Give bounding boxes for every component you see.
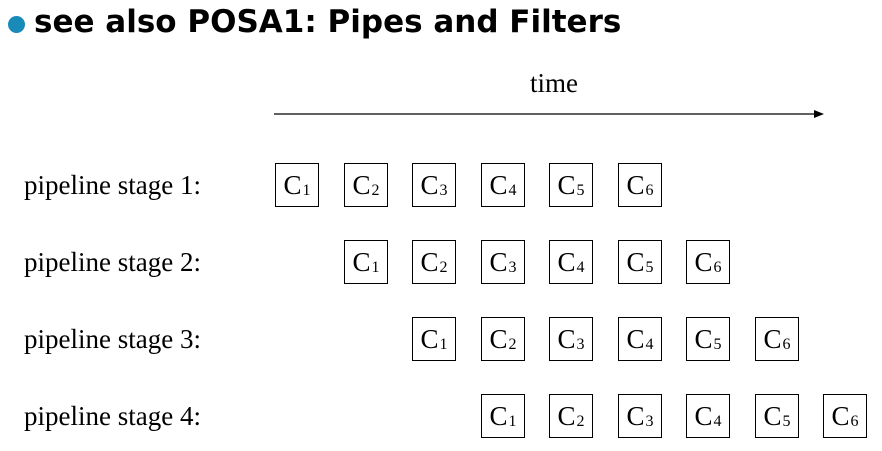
cell-letter: C bbox=[352, 169, 371, 200]
cell-subscript: 1 bbox=[439, 336, 448, 353]
stage-label-2: pipeline stage 2: bbox=[24, 247, 201, 277]
cell-letter: C bbox=[626, 323, 645, 354]
cell-letter: C bbox=[763, 400, 782, 431]
cell-subscript: 5 bbox=[645, 259, 654, 276]
stage-label-4: pipeline stage 4: bbox=[24, 401, 201, 431]
cell-subscript: 5 bbox=[782, 413, 791, 430]
cell-letter: C bbox=[557, 246, 576, 277]
cell-letter: C bbox=[420, 246, 439, 277]
slide-heading: see also POSA1: Pipes and Filters bbox=[8, 2, 621, 42]
cell-subscript: 2 bbox=[371, 182, 380, 199]
cell-letter: C bbox=[489, 323, 508, 354]
cell-subscript: 6 bbox=[782, 336, 791, 353]
cell-subscript: 1 bbox=[302, 182, 311, 199]
cell-letter: C bbox=[763, 323, 782, 354]
cell-subscript: 6 bbox=[713, 259, 722, 276]
cell-letter: C bbox=[694, 246, 713, 277]
cell-letter: C bbox=[694, 323, 713, 354]
cell-subscript: 2 bbox=[576, 413, 585, 430]
cell-letter: C bbox=[557, 169, 576, 200]
bullet-dot-icon bbox=[8, 15, 25, 33]
slide-heading-text: see also POSA1: Pipes and Filters bbox=[34, 4, 622, 40]
cell-subscript: 2 bbox=[439, 259, 448, 276]
time-axis-label: time bbox=[530, 68, 578, 98]
cell-letter: C bbox=[557, 323, 576, 354]
cell-letter: C bbox=[489, 246, 508, 277]
cell-subscript: 1 bbox=[508, 413, 517, 430]
cell-letter: C bbox=[489, 169, 508, 200]
cell-subscript: 3 bbox=[645, 413, 654, 430]
cell-subscript: 4 bbox=[713, 413, 722, 430]
cell-letter: C bbox=[626, 400, 645, 431]
cell-letter: C bbox=[489, 400, 508, 431]
time-arrow-icon bbox=[274, 110, 824, 118]
cell-subscript: 6 bbox=[850, 413, 859, 430]
cell-subscript: 4 bbox=[508, 182, 517, 199]
cell-subscript: 5 bbox=[576, 182, 585, 199]
cell-subscript: 2 bbox=[508, 336, 517, 353]
cell-letter: C bbox=[352, 246, 371, 277]
cell-subscript: 5 bbox=[713, 336, 722, 353]
cell-letter: C bbox=[420, 169, 439, 200]
cell-subscript: 4 bbox=[576, 259, 585, 276]
cell-letter: C bbox=[283, 169, 302, 200]
stage-label-3: pipeline stage 3: bbox=[24, 324, 201, 354]
cell-letter: C bbox=[626, 169, 645, 200]
cell-letter: C bbox=[420, 323, 439, 354]
cell-subscript: 3 bbox=[508, 259, 517, 276]
stage-label-1: pipeline stage 1: bbox=[24, 170, 201, 200]
cell-subscript: 3 bbox=[576, 336, 585, 353]
cell-subscript: 3 bbox=[439, 182, 448, 199]
cell-letter: C bbox=[694, 400, 713, 431]
cell-subscript: 4 bbox=[645, 336, 654, 353]
cell-letter: C bbox=[557, 400, 576, 431]
cell-letter: C bbox=[626, 246, 645, 277]
cell-letter: C bbox=[831, 400, 850, 431]
cell-subscript: 6 bbox=[645, 182, 654, 199]
cell-subscript: 1 bbox=[371, 259, 380, 276]
